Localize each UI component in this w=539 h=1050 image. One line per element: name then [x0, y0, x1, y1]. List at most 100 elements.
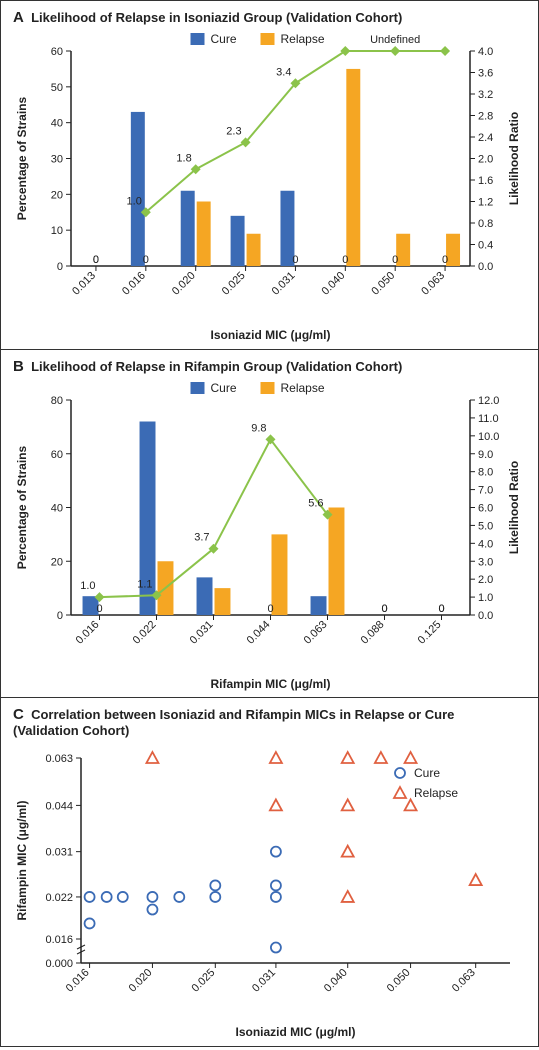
svg-text:Relapse: Relapse [281, 381, 325, 395]
svg-text:20: 20 [51, 189, 63, 201]
svg-text:0.125: 0.125 [416, 618, 444, 646]
svg-text:0.031: 0.031 [188, 618, 216, 646]
svg-text:3.6: 3.6 [478, 68, 493, 80]
svg-text:0: 0 [392, 254, 398, 266]
svg-text:0: 0 [96, 603, 102, 615]
svg-text:0.000: 0.000 [45, 958, 73, 970]
svg-text:0.4: 0.4 [478, 240, 493, 252]
svg-text:Percentage of Strains: Percentage of Strains [15, 96, 29, 220]
panel-c-letter: C [13, 706, 24, 723]
svg-text:4.0: 4.0 [478, 538, 493, 550]
svg-text:1.0: 1.0 [127, 195, 142, 207]
svg-text:0.020: 0.020 [127, 967, 155, 995]
panel-a: A Likelihood of Relapse in Isoniazid Gro… [0, 0, 539, 350]
svg-text:0: 0 [442, 254, 448, 266]
svg-text:5.0: 5.0 [478, 520, 493, 532]
panel-a-title-text: Likelihood of Relapse in Isoniazid Group… [31, 10, 402, 25]
svg-text:9.0: 9.0 [478, 448, 493, 460]
panel-b-chart: 0204060800.01.02.03.04.05.06.07.08.09.01… [1, 350, 539, 700]
svg-text:0.031: 0.031 [270, 270, 298, 298]
svg-text:0.031: 0.031 [45, 847, 73, 859]
svg-text:2.0: 2.0 [478, 574, 493, 586]
svg-text:Likelihood Ratio: Likelihood Ratio [507, 112, 521, 205]
svg-text:0.016: 0.016 [45, 934, 73, 946]
svg-text:80: 80 [51, 395, 63, 407]
panel-c: C Correlation between Isoniazid and Rifa… [0, 697, 539, 1047]
panel-b-title-text: Likelihood of Relapse in Rifampin Group … [31, 359, 402, 374]
svg-text:1.0: 1.0 [478, 592, 493, 604]
figure-container: A Likelihood of Relapse in Isoniazid Gro… [0, 0, 539, 1047]
svg-text:1.6: 1.6 [478, 175, 493, 187]
svg-text:0.031: 0.031 [250, 967, 278, 995]
svg-text:8.0: 8.0 [478, 466, 493, 478]
svg-text:0.088: 0.088 [359, 618, 387, 646]
svg-text:2.0: 2.0 [478, 154, 493, 166]
svg-text:0: 0 [292, 254, 298, 266]
svg-text:1.2: 1.2 [478, 197, 493, 209]
panel-a-title: A Likelihood of Relapse in Isoniazid Gro… [13, 9, 402, 26]
svg-text:60: 60 [51, 448, 63, 460]
svg-text:2.8: 2.8 [478, 111, 493, 123]
svg-text:1.8: 1.8 [176, 152, 191, 164]
svg-text:0.025: 0.025 [189, 967, 217, 995]
svg-text:60: 60 [51, 46, 63, 58]
svg-text:0.063: 0.063 [450, 967, 478, 995]
svg-text:30: 30 [51, 154, 63, 166]
svg-text:20: 20 [51, 556, 63, 568]
svg-text:11.0: 11.0 [478, 412, 499, 424]
svg-text:0: 0 [57, 610, 63, 622]
svg-text:0.040: 0.040 [319, 270, 347, 298]
svg-text:3.4: 3.4 [276, 66, 291, 78]
svg-text:Relapse: Relapse [281, 32, 325, 46]
svg-text:0.016: 0.016 [120, 270, 148, 298]
svg-text:Cure: Cure [211, 32, 237, 46]
svg-text:0.044: 0.044 [245, 618, 273, 646]
svg-text:1.0: 1.0 [80, 580, 95, 592]
svg-text:Relapse: Relapse [414, 786, 458, 800]
svg-text:0.022: 0.022 [131, 618, 159, 646]
svg-text:1.1: 1.1 [137, 578, 152, 590]
svg-text:3.7: 3.7 [194, 531, 209, 543]
svg-text:0.050: 0.050 [385, 967, 413, 995]
svg-text:0.044: 0.044 [45, 800, 73, 812]
svg-text:4.0: 4.0 [478, 46, 493, 58]
svg-text:0.0: 0.0 [478, 261, 493, 273]
svg-text:5.6: 5.6 [308, 497, 323, 509]
svg-text:Cure: Cure [211, 381, 237, 395]
svg-text:Cure: Cure [414, 766, 440, 780]
svg-text:10: 10 [51, 225, 63, 237]
svg-text:2.4: 2.4 [478, 132, 493, 144]
svg-text:2.3: 2.3 [226, 125, 241, 137]
svg-text:50: 50 [51, 82, 63, 94]
svg-text:7.0: 7.0 [478, 484, 493, 496]
panel-b-letter: B [13, 358, 24, 375]
svg-text:0: 0 [438, 603, 444, 615]
svg-text:6.0: 6.0 [478, 502, 493, 514]
svg-text:Isoniazid MIC (μg/ml): Isoniazid MIC (μg/ml) [210, 328, 330, 342]
svg-text:3.0: 3.0 [478, 556, 493, 568]
panel-a-chart: 01020304050600.00.40.81.21.62.02.42.83.2… [1, 1, 539, 351]
svg-text:0.022: 0.022 [45, 892, 73, 904]
svg-text:0.016: 0.016 [64, 967, 92, 995]
svg-text:Undefined: Undefined [370, 34, 420, 46]
svg-text:Rifampin MIC (μg/ml): Rifampin MIC (μg/ml) [211, 677, 331, 691]
svg-text:0.016: 0.016 [74, 618, 102, 646]
svg-text:0: 0 [381, 603, 387, 615]
svg-text:0.025: 0.025 [220, 270, 248, 298]
svg-text:Isoniazid MIC (μg/ml): Isoniazid MIC (μg/ml) [235, 1025, 355, 1039]
svg-text:Likelihood Ratio: Likelihood Ratio [507, 460, 521, 553]
svg-text:9.8: 9.8 [251, 422, 266, 434]
svg-text:0.063: 0.063 [45, 753, 73, 765]
svg-text:Percentage of Strains: Percentage of Strains [15, 445, 29, 569]
panel-a-letter: A [13, 9, 24, 26]
svg-text:0: 0 [57, 261, 63, 273]
svg-text:Rifampin MIC (μg/ml): Rifampin MIC (μg/ml) [15, 800, 29, 920]
svg-text:0.020: 0.020 [170, 270, 198, 298]
svg-text:0.063: 0.063 [419, 270, 447, 298]
svg-text:0.013: 0.013 [70, 270, 98, 298]
svg-text:0.8: 0.8 [478, 218, 493, 230]
svg-text:0: 0 [342, 254, 348, 266]
svg-text:0: 0 [267, 603, 273, 615]
panel-c-title-text: Correlation between Isoniazid and Rifamp… [13, 707, 454, 738]
panel-c-title: C Correlation between Isoniazid and Rifa… [13, 706, 523, 738]
